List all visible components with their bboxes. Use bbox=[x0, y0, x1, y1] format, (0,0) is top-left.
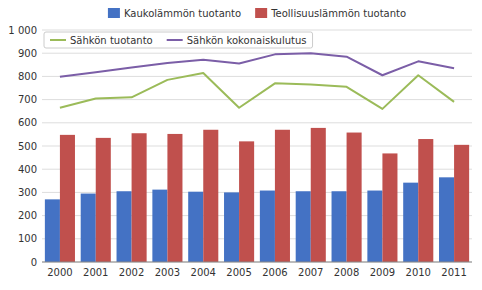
x-tick-label: 2010 bbox=[406, 267, 431, 278]
bar bbox=[382, 153, 397, 262]
legend-box bbox=[44, 32, 313, 48]
y-tick-label: 200 bbox=[18, 210, 37, 221]
x-tick-label: 2009 bbox=[370, 267, 395, 278]
bar bbox=[203, 130, 218, 262]
line bbox=[60, 73, 454, 109]
bar bbox=[275, 130, 290, 262]
bar bbox=[81, 194, 96, 262]
grid-line bbox=[42, 30, 472, 31]
legend-item: Sähkön tuotanto bbox=[50, 35, 153, 46]
x-tick-label: 2011 bbox=[441, 267, 466, 278]
grid bbox=[42, 30, 472, 262]
bar bbox=[347, 133, 362, 262]
y-tick-label: 1 000 bbox=[8, 25, 37, 36]
grid-line bbox=[42, 262, 472, 263]
y-tick-label: 600 bbox=[18, 117, 37, 128]
legend-swatch bbox=[255, 8, 267, 18]
bar bbox=[152, 190, 167, 262]
legend-item: Kaukolämmön tuotanto bbox=[108, 8, 241, 19]
bar bbox=[311, 128, 326, 262]
x-axis-line bbox=[42, 262, 472, 263]
x-tick-label: 2007 bbox=[298, 267, 323, 278]
legend-label: Sähkön kokonaiskulutus bbox=[187, 35, 307, 46]
x-tick-label: 2003 bbox=[155, 267, 180, 278]
y-tick-label: 0 bbox=[31, 257, 37, 268]
bar bbox=[167, 134, 182, 262]
chart: 0 100 200 300 400 500 600 700 800 900 1 000 2000 200… bbox=[0, 0, 482, 290]
x-tick-label: 2001 bbox=[83, 267, 108, 278]
y-tick-label: 900 bbox=[18, 48, 37, 59]
grid-line bbox=[42, 99, 472, 100]
bar bbox=[132, 133, 147, 262]
y-tick-label: 400 bbox=[18, 164, 37, 175]
legend-label: Kaukolämmön tuotanto bbox=[124, 8, 241, 19]
bar bbox=[332, 191, 347, 262]
x-tick-label: 2006 bbox=[262, 267, 287, 278]
bar bbox=[367, 191, 382, 262]
bar bbox=[418, 139, 433, 262]
y-tick-label: 300 bbox=[18, 187, 37, 198]
bar bbox=[296, 191, 311, 262]
bar bbox=[239, 141, 254, 262]
x-tick-label: 2004 bbox=[191, 267, 216, 278]
bar bbox=[439, 177, 454, 262]
x-tick-label: 2008 bbox=[334, 267, 359, 278]
x-tick-label: 2000 bbox=[47, 267, 72, 278]
y-tick-label: 100 bbox=[18, 233, 37, 244]
legend-label: Sähkön tuotanto bbox=[70, 35, 153, 46]
grid-line bbox=[42, 76, 472, 77]
bar bbox=[403, 183, 418, 262]
legend-swatch bbox=[108, 8, 120, 18]
legend-swatch bbox=[167, 39, 183, 41]
grid-line bbox=[42, 122, 472, 123]
marks bbox=[45, 53, 469, 262]
bar bbox=[45, 199, 60, 262]
bar bbox=[96, 138, 111, 262]
bar bbox=[188, 192, 203, 262]
bar bbox=[224, 192, 239, 262]
x-tick-label: 2005 bbox=[226, 267, 251, 278]
bar bbox=[117, 191, 132, 262]
line bbox=[60, 53, 454, 77]
x-tick-label: 2002 bbox=[119, 267, 144, 278]
bar bbox=[454, 145, 469, 262]
legend-swatch bbox=[50, 39, 66, 41]
legend-item: Sähkön kokonaiskulutus bbox=[167, 35, 307, 46]
legend-item: Teollisuuslämmön tuotanto bbox=[255, 8, 406, 19]
bar bbox=[260, 191, 275, 262]
y-tick-label: 700 bbox=[18, 94, 37, 105]
y-tick-label: 800 bbox=[18, 71, 37, 82]
legend: Sähkön tuotanto Sähkön kokonaiskulutus bbox=[44, 32, 313, 48]
bar bbox=[60, 135, 75, 262]
grid-line bbox=[42, 53, 472, 54]
legend-label: Teollisuuslämmön tuotanto bbox=[270, 8, 406, 19]
y-tick-label: 500 bbox=[18, 141, 37, 152]
legend: Kaukolämmön tuotanto Teollisuuslämmön tuo… bbox=[108, 8, 406, 19]
